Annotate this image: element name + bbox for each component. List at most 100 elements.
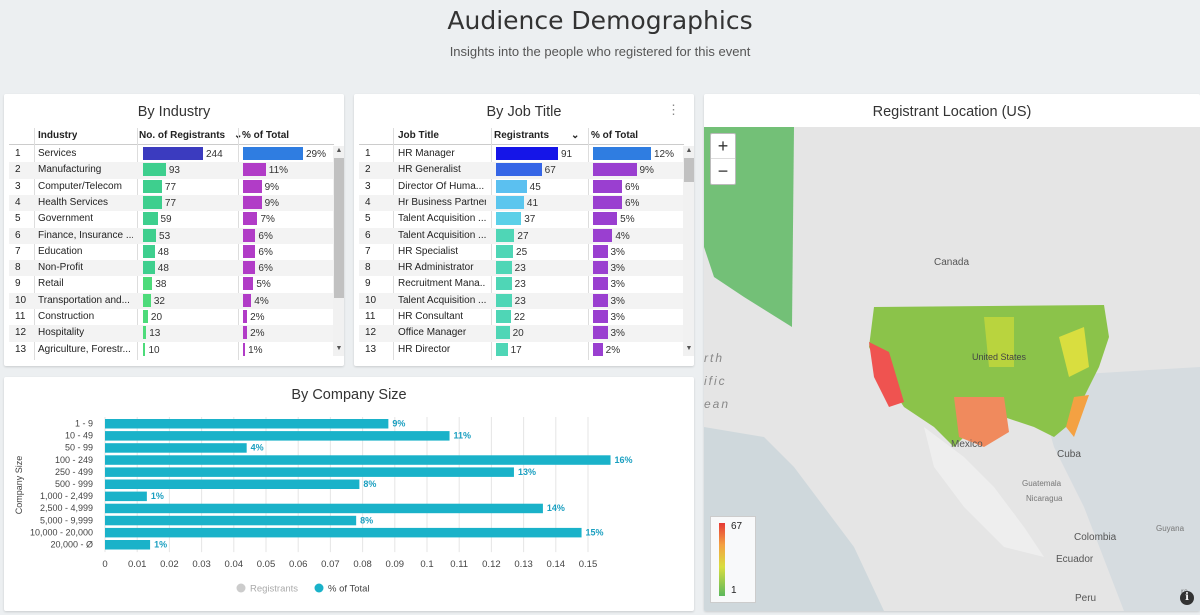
x-tick-label: 0.14 [547,559,566,570]
table-row[interactable]: 8 HR Administrator 23 3% [359,260,684,277]
scroll-up-icon[interactable]: ▲ [335,147,343,154]
count-value: 10 [148,344,160,356]
table-row[interactable]: 4 Hr Business Partner 41 6% [359,194,684,212]
table-row[interactable]: 1 HR Manager 91 12% [359,146,684,162]
table-row[interactable]: 5 Talent Acquisition ... 37 5% [359,211,684,227]
column-header-0[interactable]: Job Title [398,130,439,141]
percent-value: 4% [615,230,630,242]
category-label: 20,000 - Ø [50,540,93,550]
table-row[interactable]: 8 Non-Profit 48 6% [9,260,334,277]
category-label: 500 - 999 [55,479,93,489]
more-options-icon[interactable]: ⋮ [667,102,680,117]
table-row[interactable]: 13 Agriculture, Forestr... 10 1% [9,342,334,358]
data-label: 15% [586,527,604,537]
table-row[interactable]: 6 Finance, Insurance ... 53 6% [9,227,334,244]
row-number: 10 [365,294,377,306]
percent-bar [593,163,637,177]
count-bar [143,195,162,209]
x-tick-label: 0.07 [321,559,340,570]
scroll-down-icon[interactable]: ▼ [335,345,343,352]
table-row[interactable]: 9 Retail 38 5% [9,276,334,292]
row-label: Non-Profit [38,262,84,274]
table-row[interactable]: 3 Director Of Huma... 45 6% [359,179,684,195]
legend-min: 1 [731,585,737,596]
table-row[interactable]: 12 Office Manager 20 3% [359,325,684,342]
data-label: 9% [392,419,405,429]
sort-chevron-icon[interactable]: ⌄ [571,130,580,141]
x-tick-label: 0.06 [289,559,308,570]
x-tick-label: 0.09 [386,559,405,570]
percent-bar [593,342,603,356]
table-row[interactable]: 6 Talent Acquisition ... 27 4% [359,227,684,244]
count-value: 48 [157,246,169,258]
zoom-in-button[interactable]: + [711,134,735,159]
scroll-thumb[interactable] [334,158,344,298]
percent-value: 3% [610,328,625,340]
column-header-1[interactable]: No. of Registrants [139,130,226,141]
x-tick-label: 0.02 [160,559,179,570]
industry-card-title: By Industry [137,104,211,120]
count-value: 27 [517,230,529,242]
scroll-thumb[interactable] [684,158,694,182]
scroll-down-icon[interactable]: ▼ [685,345,693,352]
data-label: 4% [251,443,264,453]
table-row[interactable]: 1 Services 244 29% [9,146,334,162]
table-row[interactable]: 10 Transportation and... 32 4% [9,292,334,309]
count-bar [496,244,514,258]
percent-bar [593,179,622,193]
table-row[interactable]: 7 Education 48 6% [9,244,334,260]
zoom-out-button[interactable]: − [717,161,729,181]
table-row[interactable]: 11 Construction 20 2% [9,309,334,325]
percent-bar [593,310,608,323]
table-row[interactable]: 11 HR Consultant 22 3% [359,309,684,325]
count-value: 38 [155,279,167,291]
row-label: Construction [38,311,95,322]
count-value: 48 [157,263,169,275]
percent-value: 9% [264,181,280,193]
row-label: HR Manager [398,148,455,159]
table-scrollbar[interactable]: ▲ ▼ [683,146,694,356]
row-label: Retail [38,278,64,290]
table-row[interactable]: 2 Manufacturing 93 11% [9,162,334,179]
count-bar [143,293,151,307]
percent-value: 2% [605,344,621,356]
legend-marker [236,583,246,593]
column-divider [238,128,239,360]
table-row[interactable]: 9 Recruitment Mana... 23 3% [359,276,684,292]
percent-bar [243,212,258,226]
table-row[interactable]: 10 Talent Acquisition ... 23 3% [359,292,684,309]
percent-value: 6% [625,181,640,193]
count-value: 22 [513,312,526,323]
table-row[interactable]: 4 Health Services 77 9% [9,194,334,212]
column-header-2[interactable]: % of Total [242,130,290,141]
info-icon[interactable]: i [1180,591,1194,605]
table-row[interactable]: 3 Computer/Telecom 77 9% [9,179,334,195]
count-bar [496,163,542,177]
table-row[interactable]: 12 Hospitality 13 2% [9,325,334,342]
table-row[interactable]: 13 HR Director 17 2% [359,342,684,358]
count-bar [496,147,558,160]
column-divider [137,128,138,360]
count-value: 244 [206,149,223,160]
count-value: 25 [516,246,528,258]
table-row[interactable]: 7 HR Specialist 25 3% [359,244,684,260]
data-label: 14% [547,503,565,513]
geo-map[interactable]: Canada United States Mexico Cuba Guatemala Ni… [704,127,1200,611]
map-label: Ecuador [1056,554,1094,565]
percent-value: 6% [258,263,273,275]
column-header-0[interactable]: Industry [38,130,78,141]
table-scrollbar[interactable]: ▲ ▼ [333,146,344,356]
table-row[interactable]: 5 Government 59 7% [9,211,334,227]
column-header-1[interactable]: Registrants [494,130,550,141]
scroll-up-icon[interactable]: ▲ [685,147,693,154]
percent-value: 6% [258,230,273,242]
map-label: Mexico [951,439,983,450]
percent-bar [243,244,256,258]
table-row[interactable]: 2 HR Generalist 67 9% [359,162,684,179]
count-value: 59 [160,214,172,226]
column-header-2[interactable]: % of Total [591,130,639,141]
column-divider [34,128,35,360]
row-label: Services [38,148,77,159]
row-number: 4 [365,196,371,208]
